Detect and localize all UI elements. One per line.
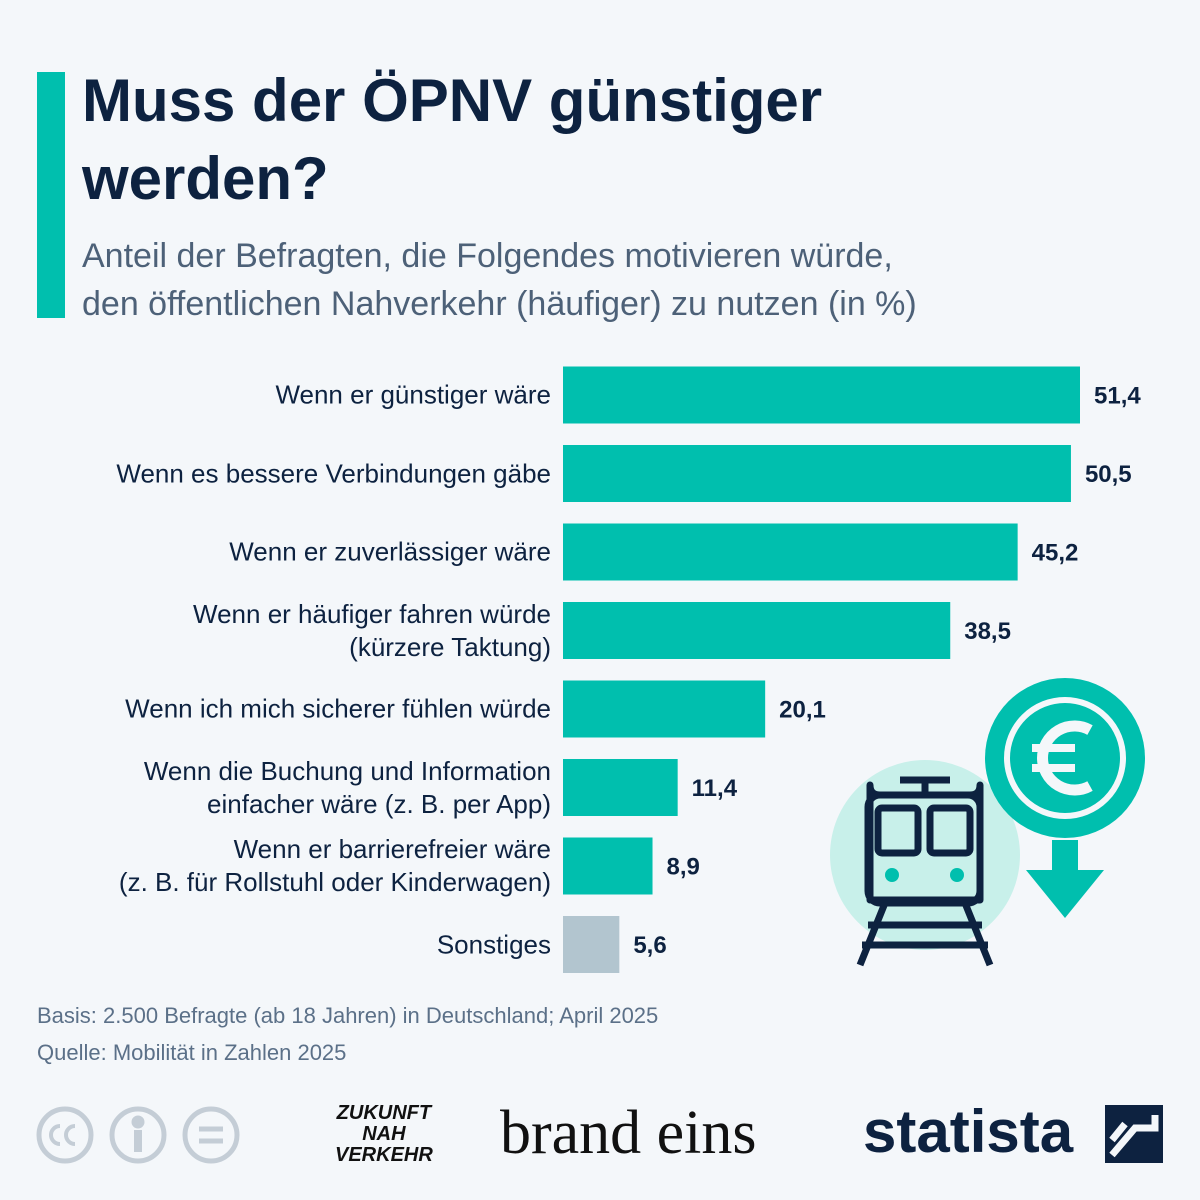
- bar: [563, 759, 678, 816]
- bar: [563, 680, 766, 738]
- illustration: [830, 678, 1145, 967]
- category-label: Wenn ich mich sicherer fühlen würde: [125, 693, 551, 724]
- note: Quelle: Mobilität in Zahlen 2025: [37, 1040, 347, 1065]
- category-label: Wenn es bessere Verbindungen gäbe: [116, 458, 551, 488]
- category-label: Wenn die Buchung und Information einfach…: [143, 755, 551, 819]
- category-label: Sonstiges: [436, 929, 551, 959]
- bar: [563, 916, 620, 973]
- bar: [563, 837, 653, 895]
- value-label: 38,5: [964, 618, 1011, 645]
- value-label: 50,5: [1085, 461, 1132, 488]
- value-label: 20,1: [779, 696, 826, 723]
- logo: statista: [863, 1098, 1074, 1165]
- value-label: 5,6: [633, 932, 666, 959]
- category-label: Wenn er häufiger fahren würde (kürzere T…: [193, 598, 551, 662]
- value-label: 11,4: [692, 775, 738, 802]
- category-label: Wenn er günstiger wäre: [275, 379, 551, 410]
- accent-bar: [37, 72, 65, 318]
- bar: [563, 445, 1071, 502]
- statista-icon: [1105, 1105, 1163, 1163]
- license-icons: [36, 1106, 240, 1164]
- chart-title: Muss der ÖPNV günstiger werden?: [82, 67, 823, 212]
- logo: brand eins: [500, 1099, 757, 1167]
- bar: [563, 602, 951, 659]
- value-label: 51,4: [1094, 382, 1141, 409]
- value-label: 45,2: [1032, 539, 1079, 566]
- chart-subtitle: Anteil der Befragten, die Folgendes moti…: [82, 237, 917, 323]
- note: Basis: 2.500 Befragte (ab 18 Jahren) in …: [37, 1003, 659, 1028]
- value-label: 8,9: [667, 853, 700, 880]
- bar: [563, 523, 1018, 581]
- category-label: Wenn er barrierefreier wäre (z. B. für R…: [118, 834, 551, 897]
- category-label: Wenn er zuverlässiger wäre: [229, 536, 551, 567]
- bar: [563, 366, 1080, 424]
- logo: ZUKUNFT NAH VERKEHR: [335, 1102, 433, 1166]
